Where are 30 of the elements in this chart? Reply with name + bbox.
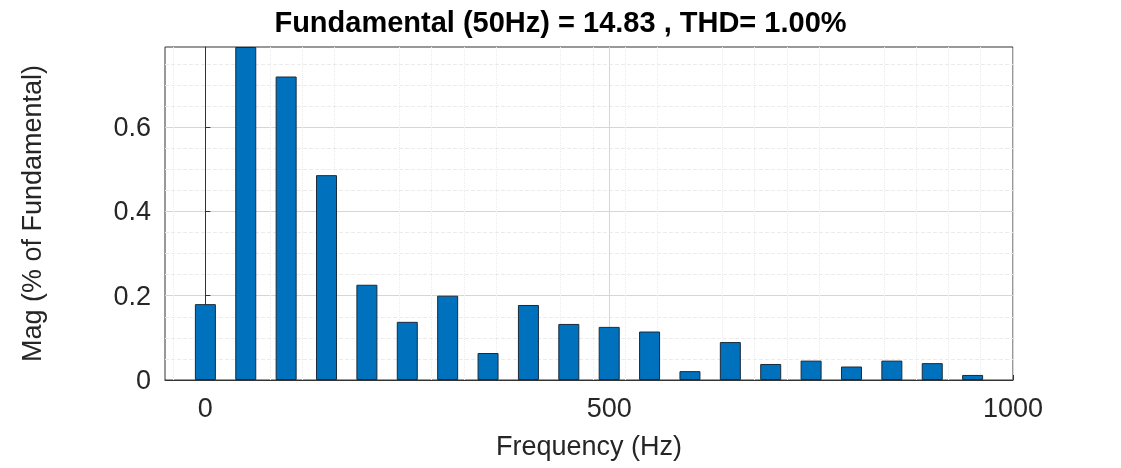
bar [316,175,338,380]
bar [800,360,822,380]
bar [639,331,661,380]
bar [760,363,782,380]
bar [840,366,862,380]
bar [437,295,459,380]
x-tick-label: 0 [197,392,213,423]
y-tick-label: 0.4 [113,196,151,227]
bar [477,353,499,380]
chart-title: Fundamental (50Hz) = 14.83 , THD= 1.00% [274,5,847,38]
bar [962,374,984,380]
bar [194,304,216,380]
bar [517,304,539,380]
bar [356,284,378,380]
y-tick-label: 0 [135,365,151,395]
x-tick-label: 500 [586,392,632,423]
bar [558,323,580,380]
x-tick-label: 1000 [982,392,1044,423]
y-tick-label: 0.2 [113,280,151,311]
bar [921,363,943,380]
y-axis-title: Mag (% of Fundamental) [16,64,47,363]
bar [275,76,297,380]
bar [881,360,903,380]
bar [396,321,418,380]
x-axis-title: Frequency (Hz) [495,430,683,461]
bar [679,371,701,380]
bar [719,342,741,380]
y-tick-label: 0.6 [113,112,151,143]
bar [235,47,257,380]
bar [598,326,620,380]
